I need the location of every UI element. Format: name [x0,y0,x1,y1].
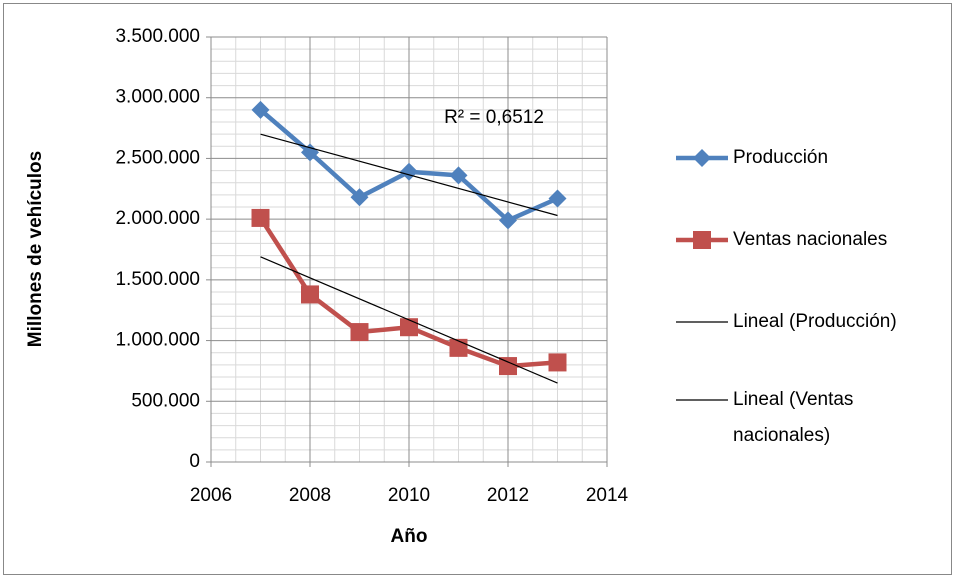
data-point [350,188,369,207]
data-point [301,143,319,162]
data-point [251,100,270,119]
y-tick-label: 2.000.000 [115,208,200,229]
legend-label: Ventas nacionales [733,229,888,250]
chart-border [3,3,952,575]
x-tick-label: 2012 [487,485,529,506]
legend-label: Lineal (Producción) [733,311,897,332]
data-point [449,166,468,185]
data-point [548,353,567,372]
x-tick-label: 2014 [586,485,629,506]
y-tick-label: 1.500.000 [115,269,200,290]
trendline [260,256,558,384]
annotation: R² = 0,6512 [444,107,544,128]
legend-marker [693,231,711,249]
legend-label: Lineal (Ventas nacionales) [733,389,854,446]
y-axis-label: Millones de vehículos [25,151,46,347]
x-tick-label: 2006 [190,485,232,506]
x-tick-label: 2010 [388,485,430,506]
x-axis-label: Año [391,526,428,547]
data-point [350,323,369,342]
data-point [301,285,319,304]
legend-label: Producción [733,147,829,168]
data-point [499,211,517,230]
y-tick-label: 500.000 [131,390,200,411]
x-tick-label: 2008 [289,485,331,506]
y-tick-label: 3.500.000 [115,26,200,47]
y-tick-label: 2.500.000 [115,147,200,168]
y-tick-label: 1.000.000 [115,330,200,351]
y-tick-label: 0 [189,451,200,472]
data-point [400,318,418,337]
legend-marker [693,149,711,167]
data-point [499,357,517,376]
data-point [251,208,270,227]
trendline [260,133,558,217]
data-point [548,189,567,208]
y-tick-label: 3.000.000 [115,87,200,108]
